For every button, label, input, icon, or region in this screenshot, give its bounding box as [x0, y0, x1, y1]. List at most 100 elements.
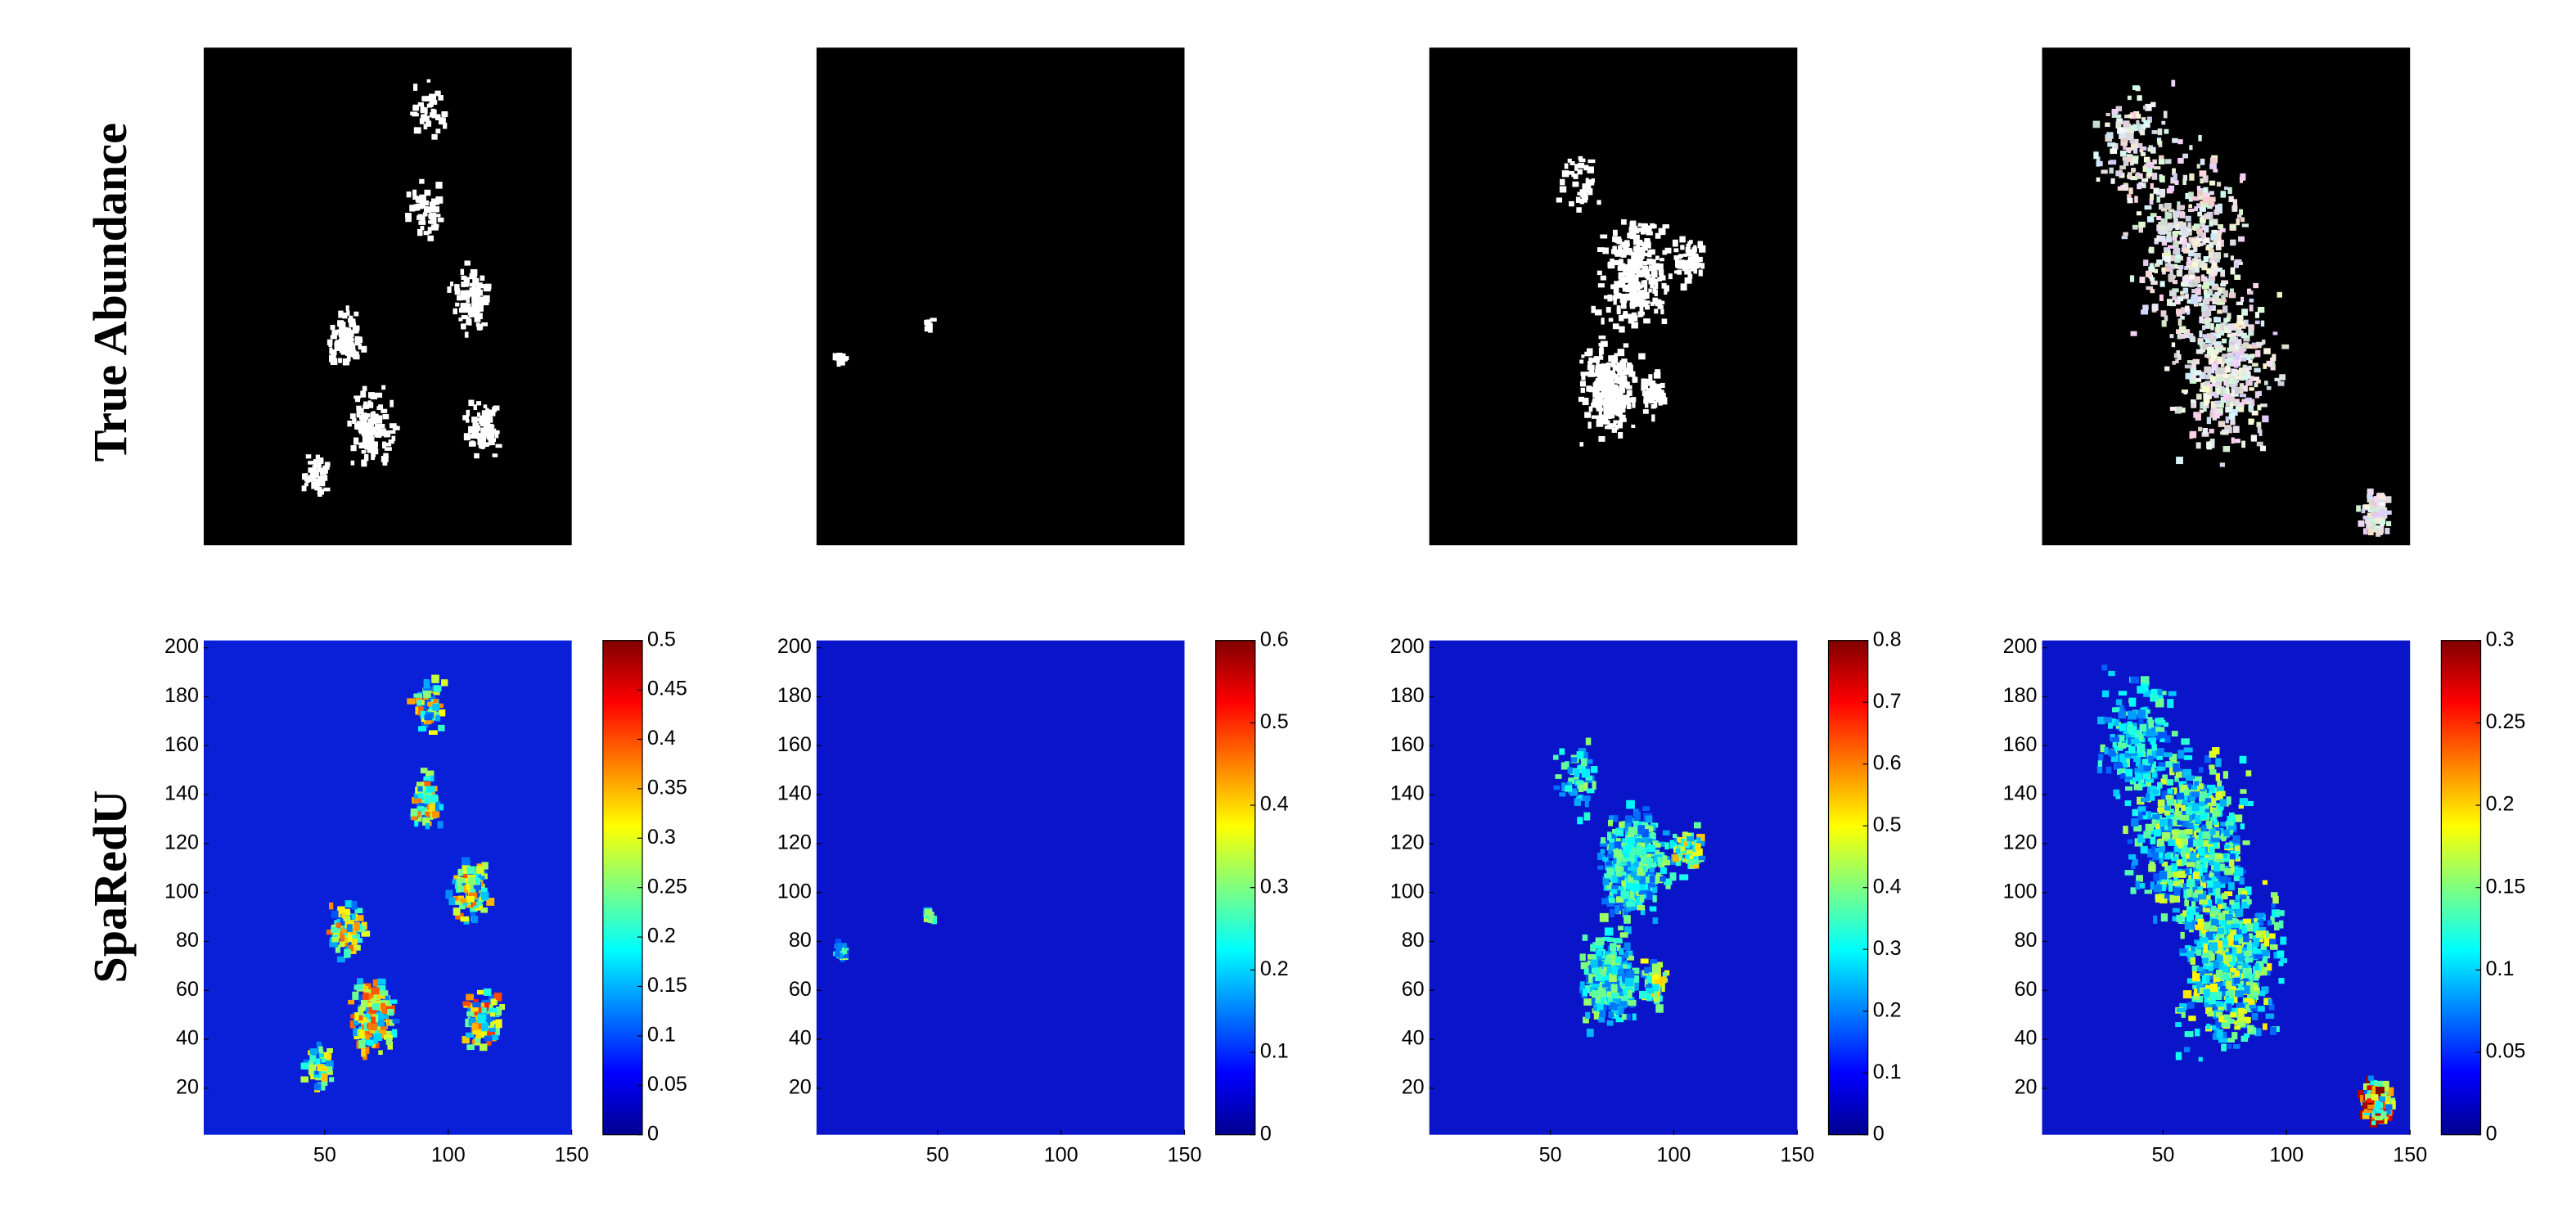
image-pixel [2164, 366, 2170, 372]
heatmap-pixel [2137, 834, 2146, 843]
heatmap-pixel [1642, 876, 1651, 884]
image-pixel [474, 417, 481, 422]
image-pixel [2096, 177, 2101, 182]
heatmap-pixel [2159, 844, 2165, 853]
heatmap-pixel [1624, 915, 1631, 924]
heatmap-pixel [1651, 980, 1658, 985]
heatmap-pixel [2224, 844, 2230, 849]
image-pixel [1627, 363, 1632, 371]
image-pixel [1598, 349, 1603, 356]
heatmap-pixel [1626, 799, 1635, 809]
image-pixel [2213, 169, 2218, 173]
image-pixel [1619, 259, 1624, 263]
heatmap-pixel [2168, 883, 2173, 892]
image-pixel [345, 328, 349, 332]
heatmap-pixel [2245, 886, 2252, 895]
image-pixel [2238, 367, 2243, 372]
heatmap-pixel [1606, 867, 1614, 876]
image-pixel [2231, 225, 2236, 229]
image-pixel [1572, 181, 1579, 187]
heatmap-pixel [1647, 883, 1655, 888]
heatmap-pixel [2178, 879, 2185, 888]
image-pixel [2135, 173, 2139, 178]
heatmap-pixel [2238, 804, 2245, 809]
image-pixel [1577, 169, 1583, 175]
heatmap-pixel [428, 730, 438, 735]
image-pixel [2200, 178, 2204, 184]
heatmap-pixel [2153, 829, 2161, 837]
image-pixel [405, 216, 412, 223]
heatmap-pixel [1610, 834, 1618, 839]
image-pixel [2375, 520, 2382, 524]
heatmap-pixel [2160, 884, 2167, 892]
image-pixel [1605, 396, 1612, 401]
heatmap-pixel [2200, 948, 2209, 958]
image-pixel [2203, 281, 2209, 289]
image-pixel [2212, 349, 2219, 355]
image-pixel [481, 435, 486, 441]
heatmap-pixel [1610, 992, 1619, 999]
colorbar-tick-label: 0.3 [1260, 875, 1289, 898]
heatmap-pixel [341, 912, 346, 919]
heatmap-pixel [1622, 988, 1628, 993]
image-pixel [417, 228, 423, 236]
image-pixel [1596, 381, 1603, 385]
heatmap-pixel [2177, 768, 2183, 774]
heatmap-pixel [471, 1023, 478, 1031]
heatmap-pixel [2184, 899, 2190, 907]
image-pixel [474, 295, 480, 301]
heatmap-pixel [2213, 862, 2220, 872]
heatmap-pixel [1627, 875, 1633, 883]
image-pixel [1649, 383, 1657, 389]
heatmap-pixel [473, 871, 480, 877]
heatmap-pixel [2168, 839, 2176, 846]
heatmap-pixel [1639, 876, 1646, 885]
heatmap-pixel [1679, 874, 1689, 880]
heatmap-pixel [2195, 860, 2201, 870]
heatmap-pixel [2189, 817, 2198, 826]
image-pixel [1619, 385, 1624, 392]
heatmap-pixel [2225, 821, 2234, 826]
image-pixel [1603, 420, 1610, 425]
heatmap-pixel [2132, 858, 2138, 866]
image-pixel [2252, 363, 2259, 367]
heatmap-pixel [2186, 914, 2195, 923]
heatmap-pixel [1687, 835, 1695, 842]
image-pixel [1631, 424, 1636, 428]
image-pixel [2174, 180, 2179, 185]
x-tick-label: 150 [1168, 1143, 1202, 1166]
abundance-image [1429, 47, 1798, 546]
y-tick-label: 20 [1402, 1076, 1425, 1099]
image-pixel [1596, 270, 1602, 276]
heatmap-pixel [2231, 921, 2237, 926]
heatmap-pixel [2186, 822, 2194, 828]
image-pixel [339, 330, 344, 334]
image-pixel [2226, 362, 2231, 367]
heatmap-pixel [2257, 1006, 2265, 1012]
heatmap-pixel [2266, 963, 2272, 971]
image-pixel [2376, 517, 2383, 521]
image-pixel [2128, 126, 2134, 132]
image-pixel [461, 323, 466, 330]
heatmap-pixel [1642, 822, 1649, 827]
image-pixel [1638, 291, 1646, 298]
image-pixel [462, 281, 469, 287]
image-pixel [2240, 324, 2246, 329]
heatmap-pixel [340, 931, 345, 939]
image-pixel [417, 215, 424, 220]
heatmap-pixel [377, 978, 386, 985]
image-pixel [2109, 160, 2117, 165]
image-pixel [2164, 263, 2172, 268]
image-pixel [2198, 426, 2203, 432]
image-pixel [1654, 309, 1659, 314]
y-tick-label: 160 [164, 733, 199, 756]
image-pixel [1617, 420, 1624, 426]
image-pixel [439, 196, 444, 204]
image-pixel [360, 423, 367, 428]
heatmap-pixel [2182, 858, 2191, 866]
image-pixel [313, 462, 321, 468]
image-pixel [2199, 409, 2204, 413]
image-pixel [2177, 354, 2182, 360]
heatmap-pixel [1662, 830, 1670, 835]
image-pixel [2206, 442, 2212, 450]
